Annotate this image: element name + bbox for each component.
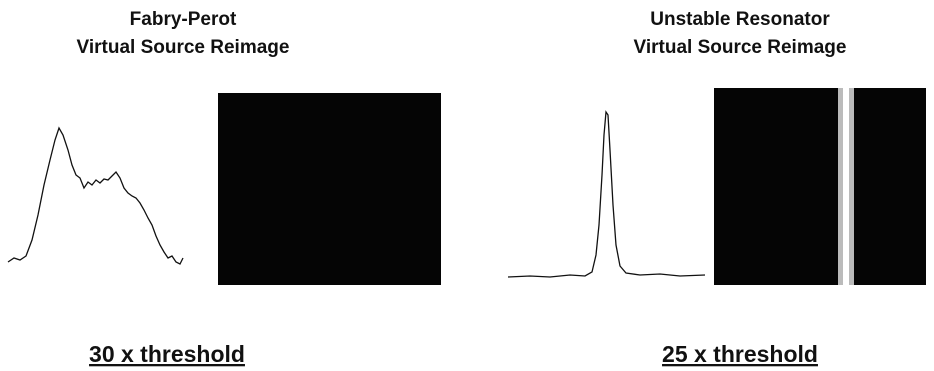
figure: Fabry-Perot Virtual Source Reimage 30 x … bbox=[0, 0, 934, 371]
panel-title: Fabry-Perot bbox=[130, 9, 237, 30]
panel-title: Virtual Source Reimage bbox=[634, 37, 847, 58]
caption: 30 x threshold bbox=[89, 341, 245, 367]
panel-title: Virtual Source Reimage bbox=[77, 37, 290, 58]
intensity-profile bbox=[8, 128, 183, 264]
intensity-profile bbox=[508, 112, 705, 277]
caption: 25 x threshold bbox=[662, 341, 818, 367]
beam-image bbox=[218, 93, 441, 285]
panel-title: Unstable Resonator bbox=[650, 9, 830, 30]
beam-image bbox=[714, 88, 926, 285]
beam-streak-core bbox=[843, 88, 849, 285]
